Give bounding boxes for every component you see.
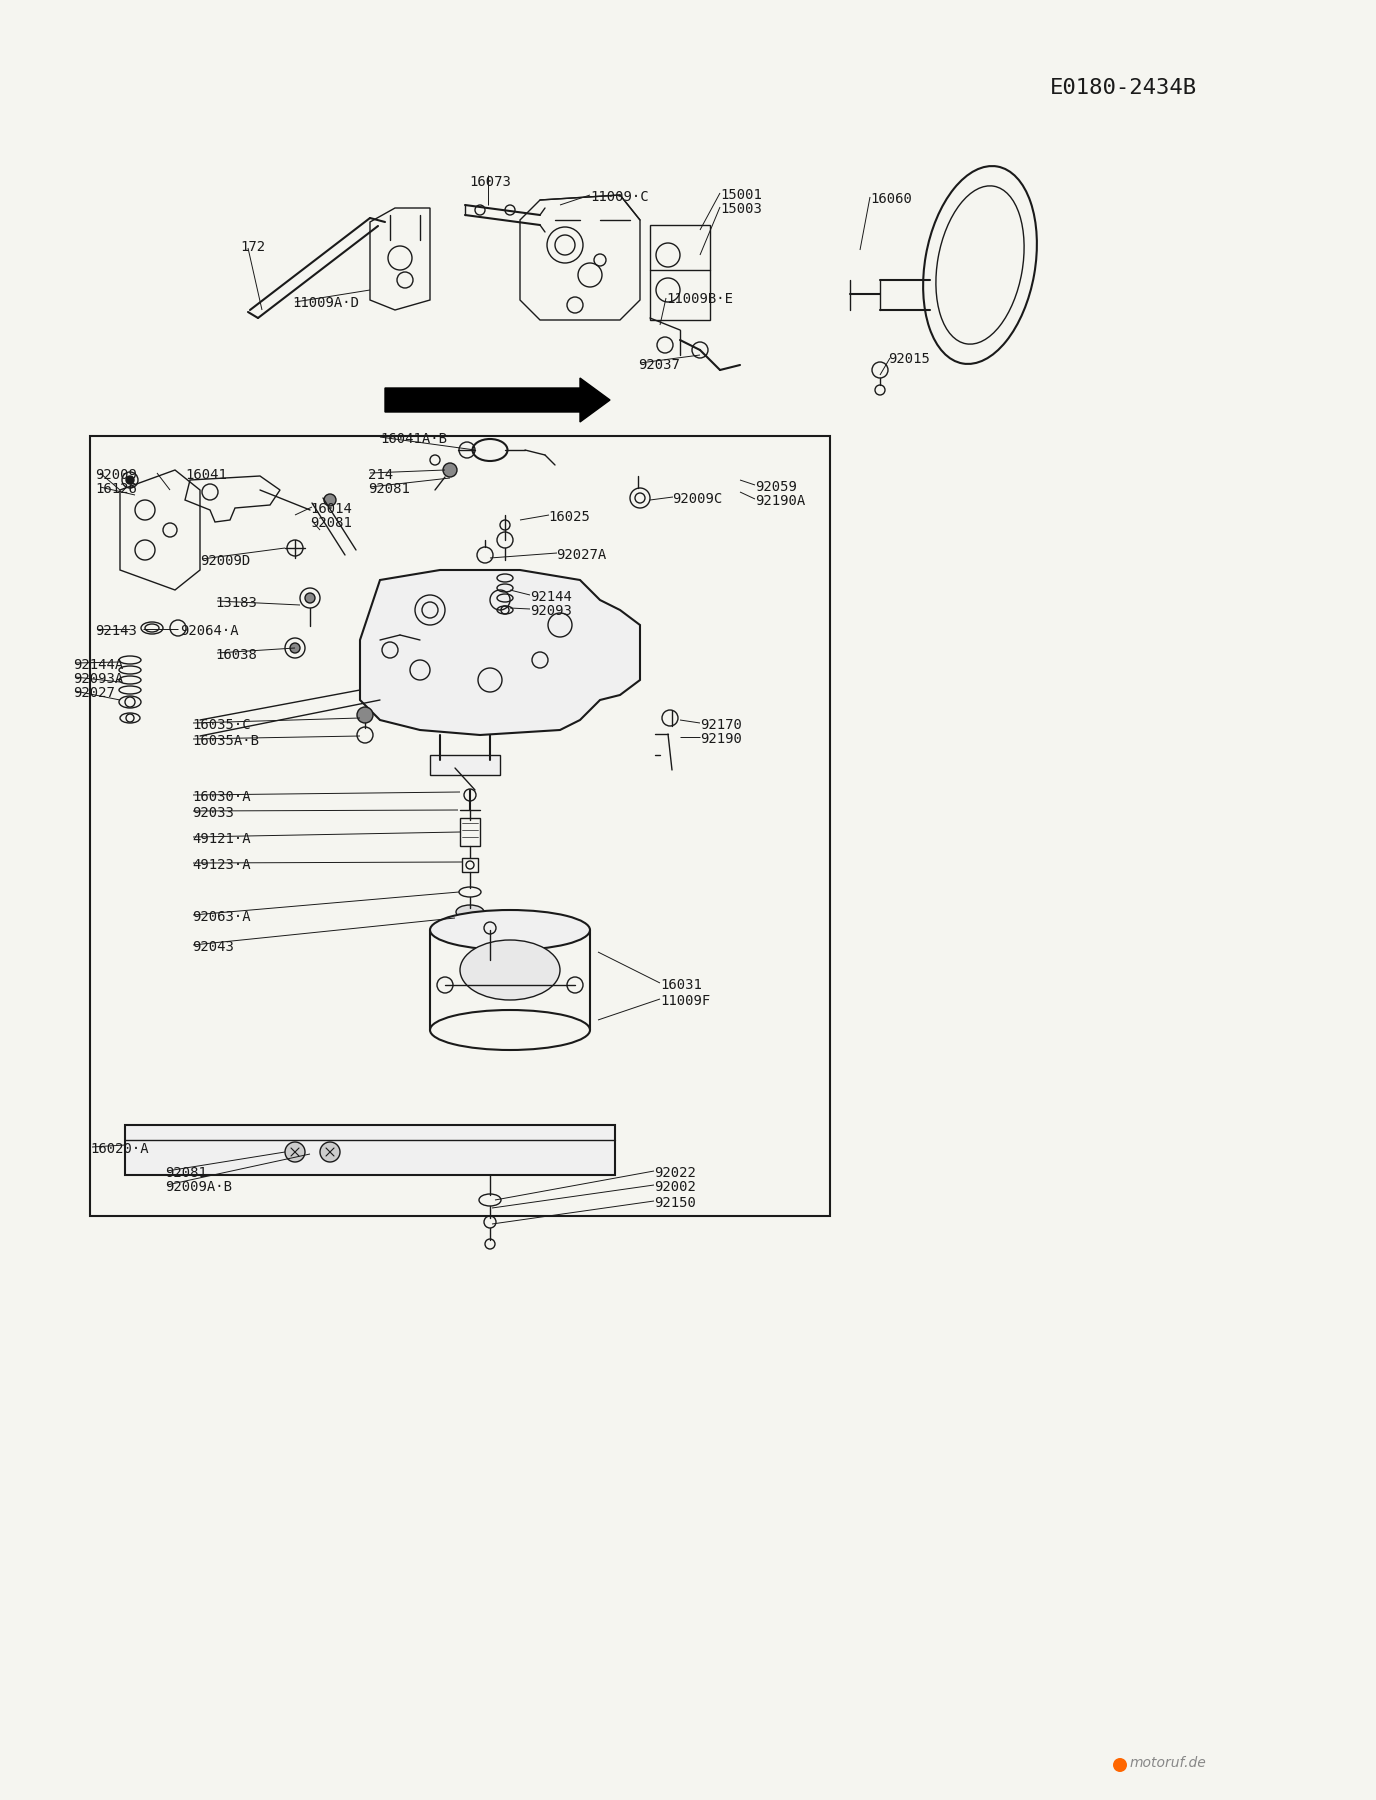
Circle shape xyxy=(305,592,315,603)
Text: 92170: 92170 xyxy=(700,718,742,733)
Text: 92027A: 92027A xyxy=(556,547,607,562)
Circle shape xyxy=(290,643,300,653)
Text: 92063·A: 92063·A xyxy=(193,911,250,923)
Text: 92150: 92150 xyxy=(654,1195,696,1210)
Text: 16030·A: 16030·A xyxy=(193,790,250,805)
Text: 92027: 92027 xyxy=(73,686,114,700)
Text: 11009F: 11009F xyxy=(660,994,710,1008)
Ellipse shape xyxy=(455,905,484,920)
Text: 16031: 16031 xyxy=(660,977,702,992)
Text: 11009A·D: 11009A·D xyxy=(292,295,359,310)
Text: 16020·A: 16020·A xyxy=(89,1141,149,1156)
Text: 92015: 92015 xyxy=(888,353,930,365)
Text: 92190: 92190 xyxy=(700,733,742,745)
Text: 16041A·B: 16041A·B xyxy=(380,432,447,446)
Text: 92059: 92059 xyxy=(755,481,797,493)
Text: 92037: 92037 xyxy=(638,358,680,373)
Text: 92143: 92143 xyxy=(95,625,136,637)
Text: 92033: 92033 xyxy=(193,806,234,821)
Circle shape xyxy=(127,475,133,484)
Text: 16041: 16041 xyxy=(184,468,227,482)
Text: 92009A·B: 92009A·B xyxy=(165,1181,233,1193)
Circle shape xyxy=(1113,1759,1127,1771)
Circle shape xyxy=(323,493,336,506)
Text: 92009C: 92009C xyxy=(671,491,722,506)
Text: 11009B·E: 11009B·E xyxy=(666,292,733,306)
Text: 16025: 16025 xyxy=(548,509,590,524)
Bar xyxy=(460,817,480,846)
Bar xyxy=(89,436,830,1217)
Text: 92009D: 92009D xyxy=(200,554,250,569)
Circle shape xyxy=(443,463,457,477)
Polygon shape xyxy=(385,378,610,421)
Text: 92144A: 92144A xyxy=(73,659,124,671)
Circle shape xyxy=(356,707,373,724)
Text: 92064·A: 92064·A xyxy=(180,625,238,637)
Text: 92093A: 92093A xyxy=(73,671,124,686)
Circle shape xyxy=(321,1141,340,1163)
Text: 49121·A: 49121·A xyxy=(193,832,250,846)
Text: 16126: 16126 xyxy=(95,482,136,497)
Text: 16038: 16038 xyxy=(215,648,257,662)
Text: 92002: 92002 xyxy=(654,1181,696,1193)
Text: 15003: 15003 xyxy=(720,202,762,216)
Text: motoruf.de: motoruf.de xyxy=(1130,1757,1207,1769)
Text: 92081: 92081 xyxy=(165,1166,206,1181)
Text: 92009: 92009 xyxy=(95,468,136,482)
Text: 13183: 13183 xyxy=(215,596,257,610)
Polygon shape xyxy=(361,571,640,734)
Text: 16060: 16060 xyxy=(870,193,912,205)
Text: 16035A·B: 16035A·B xyxy=(193,734,259,749)
Text: 49123·A: 49123·A xyxy=(193,859,250,871)
Text: 214: 214 xyxy=(367,468,394,482)
Circle shape xyxy=(285,1141,305,1163)
Text: 92043: 92043 xyxy=(193,940,234,954)
Text: 92144: 92144 xyxy=(530,590,572,605)
Text: 92022: 92022 xyxy=(654,1166,696,1181)
Text: 15001: 15001 xyxy=(720,187,762,202)
Ellipse shape xyxy=(460,940,560,1001)
Text: 16073: 16073 xyxy=(469,175,510,189)
Bar xyxy=(462,859,477,871)
Text: 92190A: 92190A xyxy=(755,493,805,508)
Bar xyxy=(429,754,499,776)
Ellipse shape xyxy=(429,911,590,950)
Bar xyxy=(125,1125,615,1175)
Text: 92081: 92081 xyxy=(367,482,410,497)
Text: 92081: 92081 xyxy=(310,517,352,529)
Text: 172: 172 xyxy=(239,239,266,254)
Text: 16014: 16014 xyxy=(310,502,352,517)
Text: 16035·C: 16035·C xyxy=(193,718,250,733)
Text: 92093: 92093 xyxy=(530,605,572,617)
Text: 11009·C: 11009·C xyxy=(590,191,648,203)
Text: E0180-2434B: E0180-2434B xyxy=(1050,77,1197,97)
